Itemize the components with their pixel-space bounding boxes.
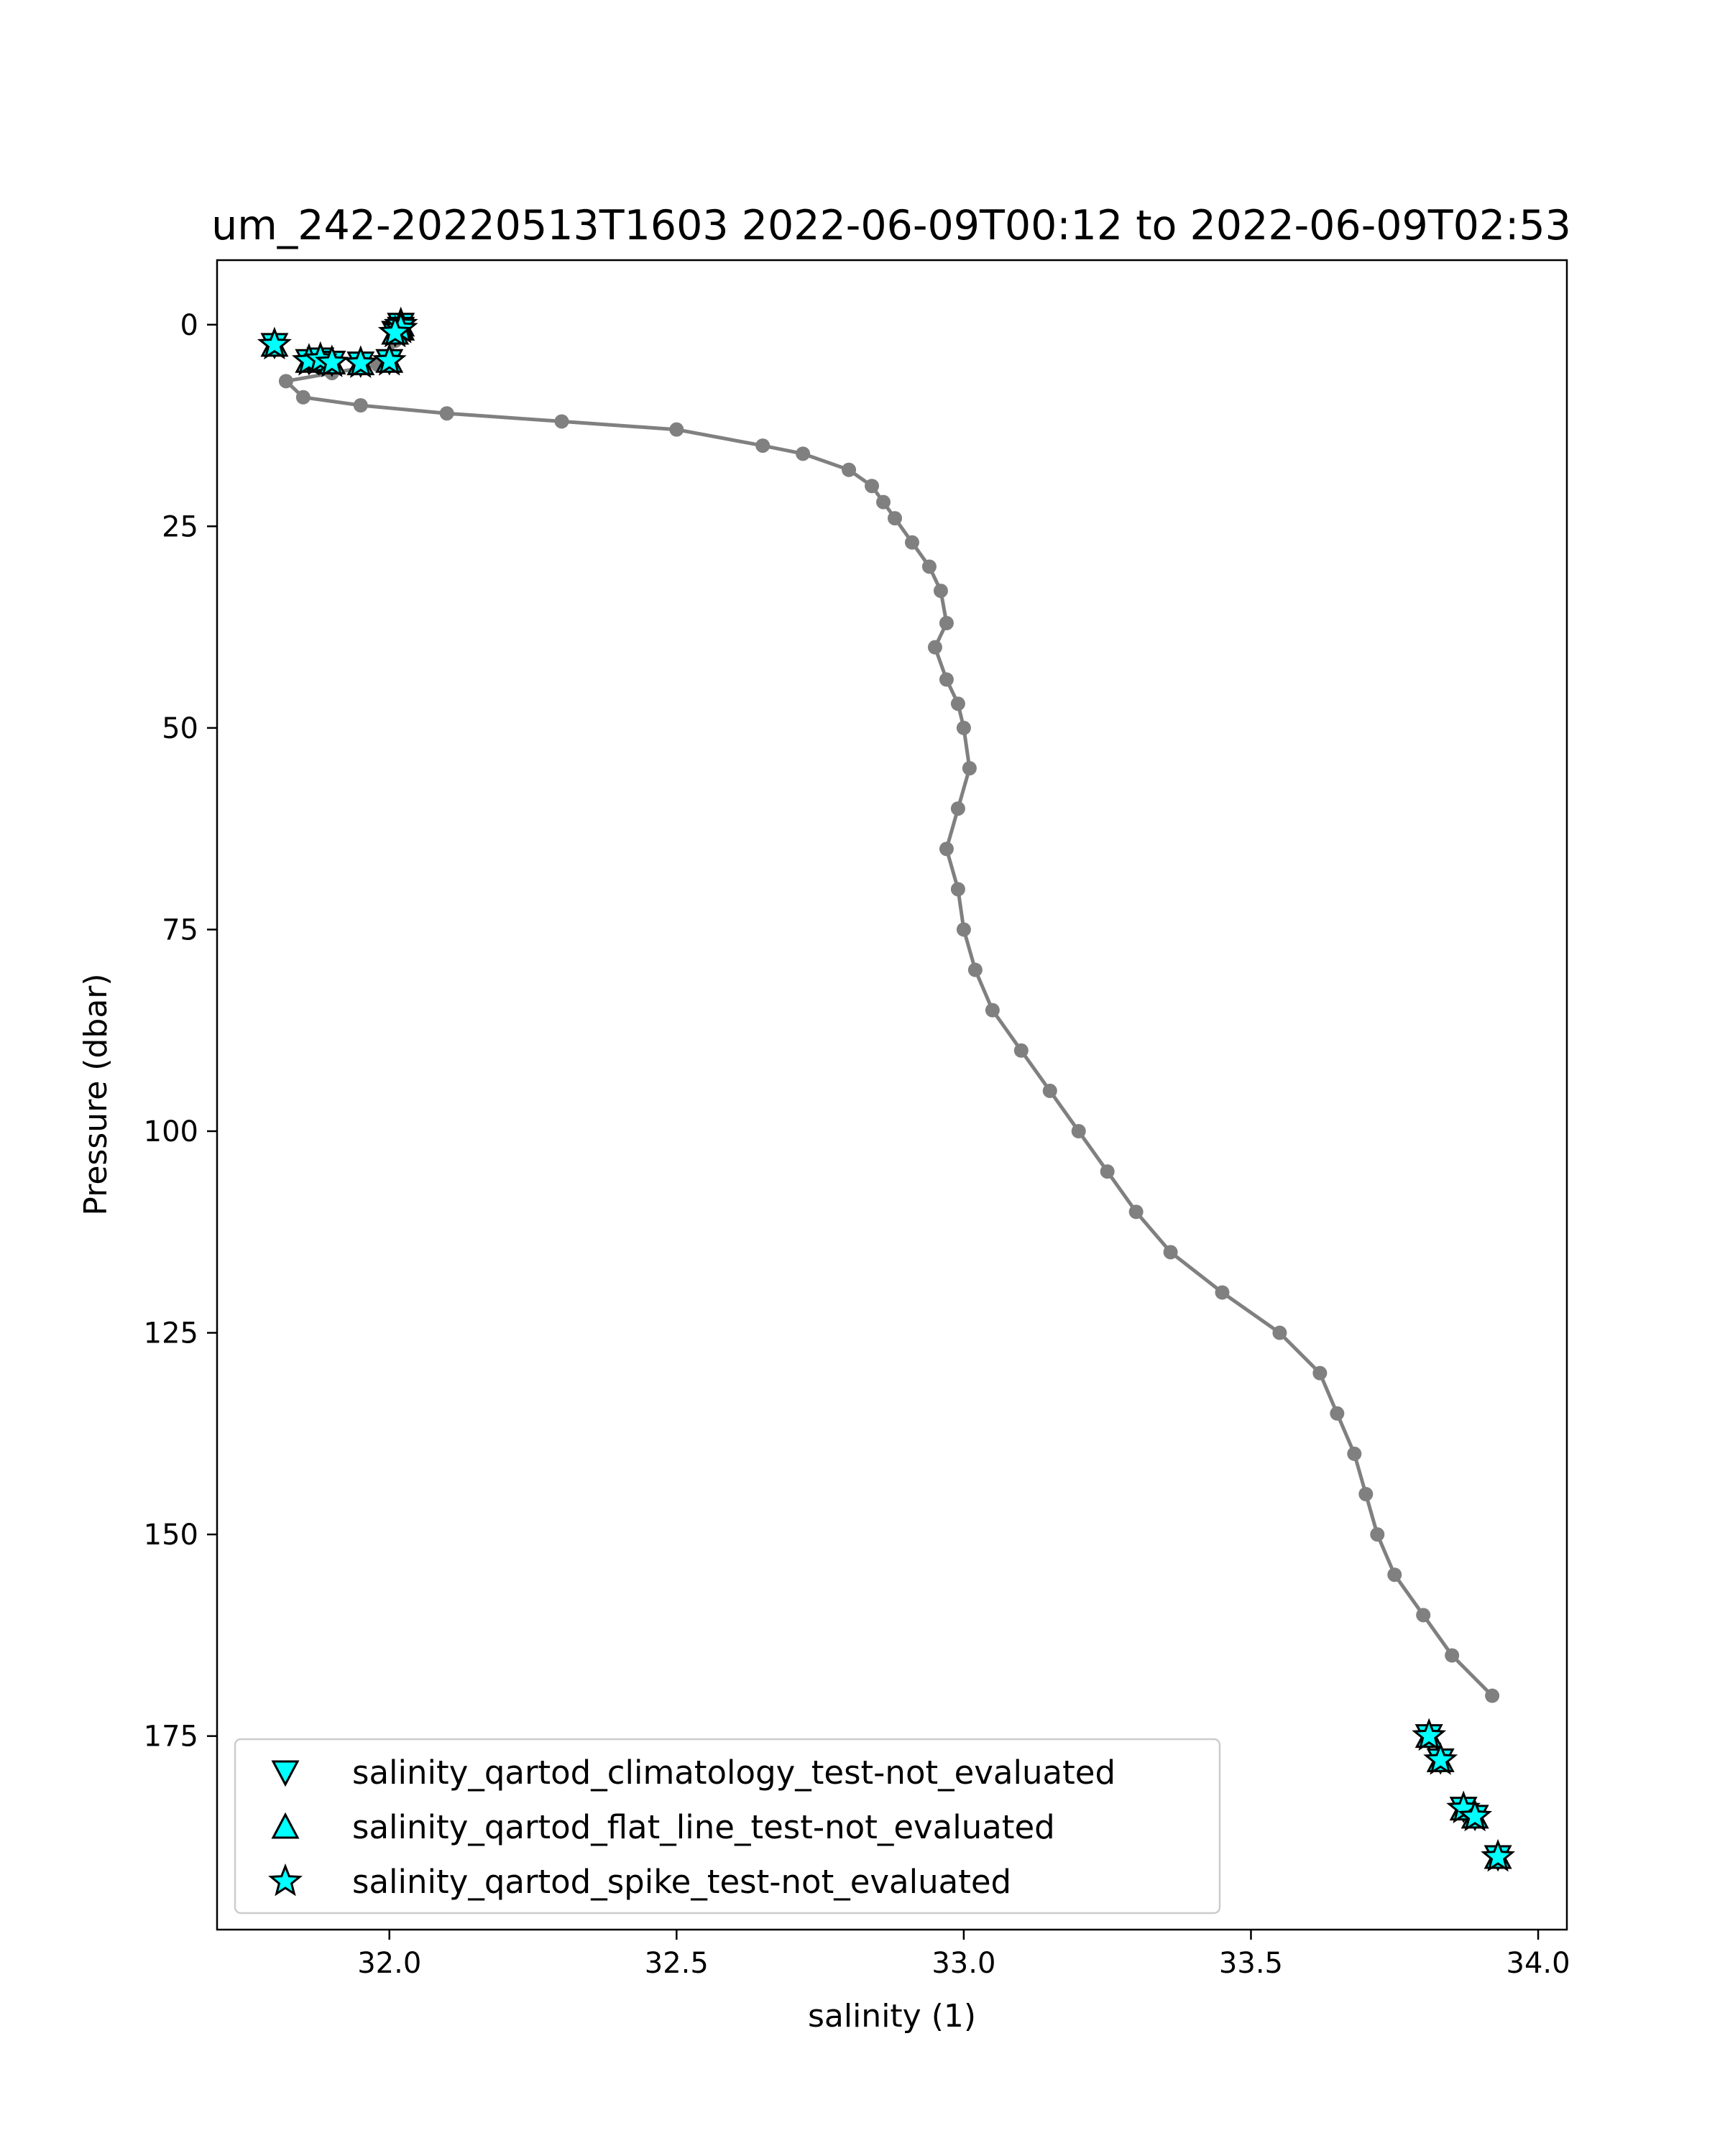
profile-point <box>1312 1365 1328 1381</box>
profile-point <box>950 696 965 711</box>
x-axis: 32.0 32.5 33.0 33.5 34.0 <box>357 1930 1570 1980</box>
star-marker <box>1423 1742 1458 1775</box>
profile-point <box>962 761 977 775</box>
star-marker <box>1481 1838 1516 1872</box>
x-axis-title: salinity (1) <box>808 1998 976 2035</box>
chart-title: um_242-20220513T1603 2022-06-09T00:12 to… <box>211 202 1571 249</box>
star-marker <box>257 326 292 360</box>
legend-triangle-up-marker <box>271 1812 300 1839</box>
profile-point <box>295 390 310 405</box>
star-marker <box>1458 1798 1493 1832</box>
legend-triangle-down-marker <box>271 1760 300 1787</box>
profile-point <box>1416 1608 1431 1623</box>
profile-point <box>904 535 919 550</box>
star-marker <box>1412 1718 1447 1751</box>
x-tick-label: 32.0 <box>357 1947 421 1980</box>
profile-point <box>956 922 971 937</box>
profile-point <box>1163 1245 1178 1260</box>
profile-point <box>1330 1406 1345 1421</box>
profile-point <box>755 438 770 453</box>
profile-point <box>985 1003 1000 1018</box>
legend-entry-label: salinity_qartod_climatology_test-not_eva… <box>352 1754 1116 1792</box>
profile-point <box>796 446 811 461</box>
profile-point <box>950 801 965 816</box>
x-tick-label: 34.0 <box>1506 1947 1570 1980</box>
profile-point <box>865 479 880 494</box>
profile-point <box>927 640 942 655</box>
profile-point <box>1100 1164 1115 1179</box>
y-tick-label: 75 <box>162 913 198 946</box>
profile-point <box>887 511 902 526</box>
profile-point <box>1215 1285 1230 1300</box>
flag-marker-layer <box>257 306 1516 1872</box>
profile-point <box>1485 1688 1500 1703</box>
profile-point <box>967 962 983 977</box>
profile-point <box>1042 1083 1057 1098</box>
profile-point <box>439 406 454 421</box>
x-tick-label: 33.5 <box>1219 1947 1283 1980</box>
legend-entry-label: salinity_qartod_flat_line_test-not_evalu… <box>352 1808 1055 1846</box>
y-tick-label: 150 <box>144 1519 198 1552</box>
profile-point <box>939 672 954 687</box>
profile-point <box>1128 1204 1144 1220</box>
profile-point <box>939 842 954 857</box>
plot-area <box>257 306 1516 1872</box>
y-tick-label: 50 <box>162 712 198 745</box>
star-marker <box>314 344 349 377</box>
profile-point <box>1370 1527 1385 1542</box>
profile-point <box>1387 1567 1402 1583</box>
y-tick-label: 100 <box>144 1115 198 1148</box>
profile-point <box>669 422 684 437</box>
profile-point <box>956 720 971 735</box>
star-marker <box>343 345 378 378</box>
y-tick-label: 0 <box>180 309 198 342</box>
profile-point <box>876 494 891 510</box>
profile-point <box>1071 1124 1086 1138</box>
y-axis: 0 25 50 75 100 125 150 175 <box>144 309 217 1754</box>
profile-point <box>950 882 965 897</box>
x-tick-label: 32.5 <box>645 1947 709 1980</box>
profile-point <box>1272 1325 1287 1340</box>
profile-point <box>933 584 948 599</box>
profile-point <box>1013 1043 1029 1058</box>
legend-star-marker <box>268 1863 303 1897</box>
profile-point <box>353 398 368 413</box>
star-marker <box>372 343 407 376</box>
star-marker <box>377 314 413 348</box>
profile-point <box>554 414 569 429</box>
legend-box <box>234 1738 1221 1915</box>
x-tick-label: 33.0 <box>932 1947 995 1980</box>
profile-point <box>278 374 293 389</box>
profile-point <box>842 462 857 477</box>
y-tick-label: 25 <box>162 510 198 543</box>
y-tick-label: 125 <box>144 1317 198 1350</box>
profile-point <box>1358 1487 1374 1501</box>
profile-point <box>1347 1446 1362 1461</box>
profile-point <box>939 616 954 630</box>
y-axis-title: Pressure (dbar) <box>78 973 114 1215</box>
legend-entry-label: salinity_qartod_spike_test-not_evaluated <box>352 1863 1011 1901</box>
legend: salinity_qartod_climatology_test-not_eva… <box>234 1738 1221 1915</box>
flag-series-star <box>257 306 1516 1872</box>
profile-point <box>1445 1648 1460 1663</box>
plot-frame <box>216 259 1568 1931</box>
profile-point <box>921 559 937 574</box>
y-tick-label: 175 <box>144 1720 198 1754</box>
